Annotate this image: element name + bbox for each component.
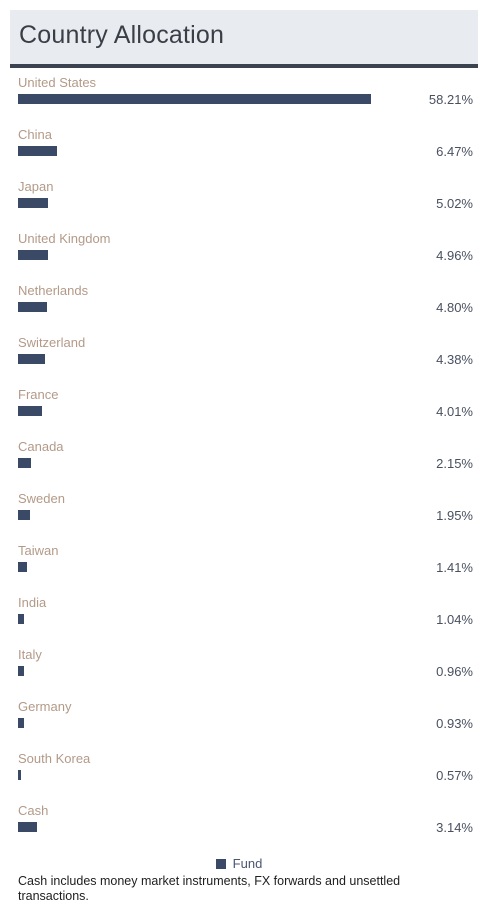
bar-japan: [18, 198, 48, 208]
category-label-canada: Canada: [18, 439, 64, 454]
value-label-united-kingdom: 4.96%: [436, 248, 473, 263]
footnote: Cash includes money market instruments, …: [18, 874, 401, 903]
bar-canada: [18, 458, 31, 468]
category-label-cash: Cash: [18, 803, 49, 818]
category-label-china: China: [18, 127, 52, 142]
value-label-germany: 0.93%: [436, 716, 473, 731]
category-label-sweden: Sweden: [18, 491, 65, 506]
value-label-italy: 0.96%: [436, 664, 473, 679]
value-label-switzerland: 4.38%: [436, 352, 473, 367]
bar-germany: [18, 718, 24, 728]
category-label-netherlands: Netherlands: [18, 283, 89, 298]
bar-sweden: [18, 510, 30, 520]
category-label-united-states: United States: [18, 75, 97, 90]
category-label-south-korea: South Korea: [18, 751, 91, 766]
value-label-sweden: 1.95%: [436, 508, 473, 523]
category-label-india: India: [18, 595, 47, 610]
bar-india: [18, 614, 24, 624]
value-label-france: 4.01%: [436, 404, 473, 419]
bar-cash: [18, 822, 37, 832]
category-label-japan: Japan: [18, 179, 54, 194]
bar-south-korea: [18, 770, 21, 780]
value-label-netherlands: 4.80%: [436, 300, 473, 315]
value-label-india: 1.04%: [436, 612, 473, 627]
category-label-taiwan: Taiwan: [18, 543, 59, 558]
category-label-france: France: [18, 387, 59, 402]
bar-france: [18, 406, 42, 416]
category-label-italy: Italy: [18, 647, 42, 662]
bar-taiwan: [18, 562, 27, 572]
bar-italy: [18, 666, 24, 676]
value-label-china: 6.47%: [436, 144, 473, 159]
chart-legend: Fund: [0, 856, 478, 871]
bar-china: [18, 146, 57, 156]
chart-title: Country Allocation: [19, 21, 225, 49]
category-label-germany: Germany: [18, 699, 72, 714]
category-label-switzerland: Switzerland: [18, 335, 86, 350]
value-label-japan: 5.02%: [436, 196, 473, 211]
header-divider: [10, 64, 478, 68]
value-label-canada: 2.15%: [436, 456, 473, 471]
bar-netherlands: [18, 302, 47, 312]
legend-label-fund: Fund: [232, 856, 263, 871]
chart-header: Country Allocation: [10, 10, 478, 64]
category-label-united-kingdom: United Kingdom: [18, 231, 111, 246]
bar-switzerland: [18, 354, 45, 364]
bar-united-states: [18, 94, 371, 104]
value-label-united-states: 58.21%: [428, 92, 473, 107]
value-label-cash: 3.14%: [436, 820, 473, 835]
bar-united-kingdom: [18, 250, 48, 260]
value-label-taiwan: 1.41%: [436, 560, 473, 575]
value-label-south-korea: 0.57%: [436, 768, 473, 783]
legend-swatch-fund: [215, 859, 226, 869]
